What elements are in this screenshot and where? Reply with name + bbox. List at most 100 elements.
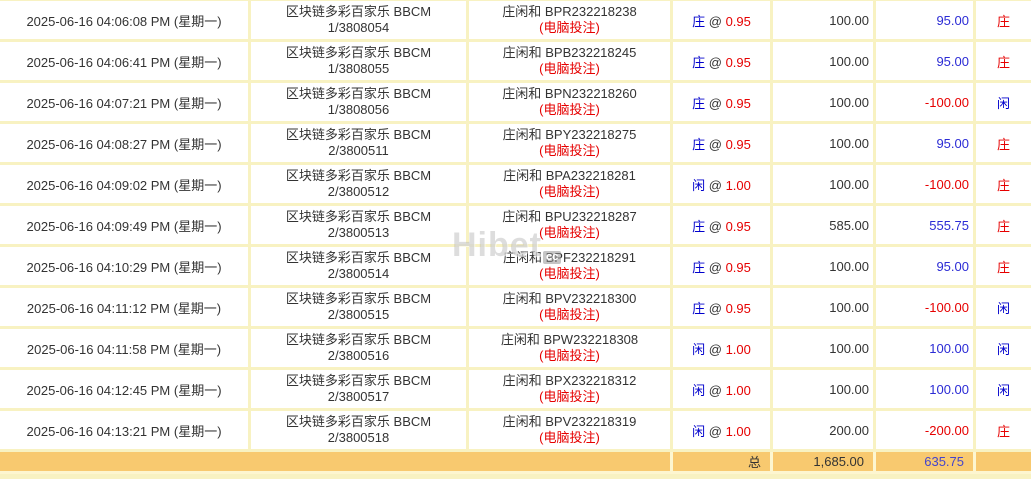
win-loss: 100.00 [873,367,976,411]
result: 庄 [973,162,1031,206]
table-row: 2025-06-16 04:09:02 PM (星期一) 区块链多彩百家乐 BB… [0,162,1031,206]
at-sign: @ [708,259,722,275]
bet-type-cell: 庄闲和 BPU232218287 (电脑投注) [466,203,673,247]
bet-amount: 585.00 [770,203,876,247]
table-row: 2025-06-16 04:07:21 PM (星期一) 区块链多彩百家乐 BB… [0,80,1031,124]
bet-time: 2025-06-16 04:11:58 PM (星期一) [0,326,251,370]
table-row: 2025-06-16 04:09:49 PM (星期一) 区块链多彩百家乐 BB… [0,203,1031,247]
total-result-empty-cell [973,449,1031,474]
table-row: 2025-06-16 04:13:21 PM (星期一) 区块链多彩百家乐 BB… [0,408,1031,452]
bet-side: 庄 [692,218,706,234]
game-name: 区块链多彩百家乐 BBCM [285,127,432,142]
win-loss: 95.00 [873,244,976,288]
bet-code: 庄闲和 BPX232218312 [502,373,637,388]
table-row: 2025-06-16 04:06:08 PM (星期一) 区块链多彩百家乐 BB… [0,0,1031,42]
bet-code: 庄闲和 BPV232218300 [502,291,637,306]
game-name: 区块链多彩百家乐 BBCM [285,250,432,265]
table-row: 2025-06-16 04:06:41 PM (星期一) 区块链多彩百家乐 BB… [0,39,1031,83]
at-sign: @ [708,218,722,234]
game-name: 区块链多彩百家乐 BBCM [285,373,432,388]
bet-type-cell: 庄闲和 BPX232218312 (电脑投注) [466,367,673,411]
bet-side: 庄 [692,136,706,152]
bet-side: 闲 [692,423,706,439]
win-loss: -200.00 [873,408,976,452]
bet-time: 2025-06-16 04:12:45 PM (星期一) [0,367,251,411]
table-row: 2025-06-16 04:08:27 PM (星期一) 区块链多彩百家乐 BB… [0,121,1031,165]
result: 庄 [973,121,1031,165]
bet-code: 庄闲和 BPA232218281 [503,168,636,183]
bet-type-cell: 庄闲和 BPR232218238 (电脑投注) [466,0,673,42]
game-round: 2/3800511 [328,143,389,158]
game-name: 区块链多彩百家乐 BBCM [285,209,432,224]
bet-time: 2025-06-16 04:06:41 PM (星期一) [0,39,251,83]
result: 闲 [973,285,1031,329]
bet-channel: (电脑投注) [539,389,600,404]
at-sign: @ [708,341,722,357]
bet-code: 庄闲和 BPB232218245 [502,45,637,60]
bet-type-cell: 庄闲和 BPW232218308 (电脑投注) [466,326,673,370]
bet-time: 2025-06-16 04:10:29 PM (星期一) [0,244,251,288]
bet-table-footer: 总 1,685.00 635.75 [0,449,1031,474]
bet-selection: 庄 @ 0.95 [670,39,773,83]
result: 闲 [973,326,1031,370]
win-loss: 95.00 [873,121,976,165]
game-round: 2/3800517 [327,389,390,404]
bet-side: 闲 [692,177,706,193]
bet-type-cell: 庄闲和 BPA232218281 (电脑投注) [466,162,673,206]
total-amount: 1,685.00 [770,449,876,474]
table-row: 2025-06-16 04:11:12 PM (星期一) 区块链多彩百家乐 BB… [0,285,1031,329]
result: 庄 [973,408,1031,452]
bet-odds: 0.95 [725,259,751,275]
result: 闲 [973,367,1031,411]
bet-amount: 100.00 [770,285,876,329]
result: 庄 [973,203,1031,247]
game-cell: 区块链多彩百家乐 BBCM 1/3808055 [248,39,469,83]
game-round: 2/3800518 [327,430,390,445]
game-name: 区块链多彩百家乐 BBCM [285,332,432,347]
total-row: 总 1,685.00 635.75 [0,449,1031,474]
game-cell: 区块链多彩百家乐 BBCM 2/3800514 [248,244,469,288]
bet-type-cell: 庄闲和 BPB232218245 (电脑投注) [466,39,673,83]
result: 庄 [973,39,1031,83]
bet-odds: 0.95 [725,300,751,316]
bet-amount: 100.00 [770,367,876,411]
bet-code: 庄闲和 BPY232218275 [502,127,637,142]
bet-selection: 闲 @ 1.00 [670,408,773,452]
game-name: 区块链多彩百家乐 BBCM [285,45,432,60]
bet-selection: 闲 @ 1.00 [670,326,773,370]
bet-selection: 庄 @ 0.95 [670,121,773,165]
bet-amount: 100.00 [770,162,876,206]
win-loss: 100.00 [873,326,976,370]
game-cell: 区块链多彩百家乐 BBCM 2/3800513 [248,203,469,247]
game-round: 2/3800516 [327,348,390,363]
game-name: 区块链多彩百家乐 BBCM [285,414,432,429]
bet-selection: 庄 @ 0.95 [670,285,773,329]
bet-amount: 100.00 [770,80,876,124]
result: 庄 [973,244,1031,288]
table-bottom-strip [0,474,1031,479]
bet-selection: 庄 @ 0.95 [670,244,773,288]
win-loss: 95.00 [873,0,976,42]
at-sign: @ [708,423,722,439]
bet-odds: 0.95 [725,54,751,70]
bet-time: 2025-06-16 04:06:08 PM (星期一) [0,0,251,42]
bet-amount: 200.00 [770,408,876,452]
win-loss: -100.00 [873,80,976,124]
at-sign: @ [708,13,722,29]
total-spacer-cell [0,449,673,474]
bet-channel: (电脑投注) [539,102,600,117]
at-sign: @ [708,300,722,316]
game-cell: 区块链多彩百家乐 BBCM 1/3808056 [248,80,469,124]
bet-code: 庄闲和 BPF232218291 [503,250,636,265]
bet-odds: 0.95 [725,218,751,234]
win-loss: 555.75 [873,203,976,247]
bet-odds: 0.95 [725,13,751,29]
bet-time: 2025-06-16 04:13:21 PM (星期一) [0,408,251,452]
bet-channel: (电脑投注) [539,225,600,240]
bet-type-cell: 庄闲和 BPV232218319 (电脑投注) [466,408,673,452]
bet-code: 庄闲和 BPV232218319 [502,414,637,429]
win-loss: 95.00 [873,39,976,83]
bet-type-cell: 庄闲和 BPF232218291 (电脑投注) [466,244,673,288]
